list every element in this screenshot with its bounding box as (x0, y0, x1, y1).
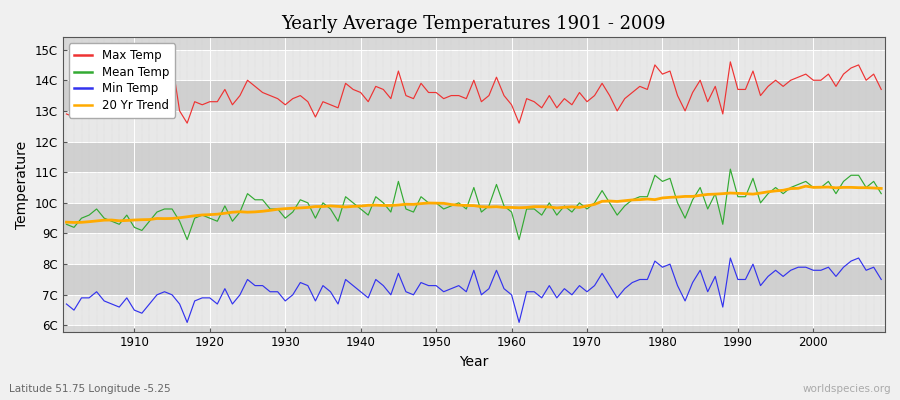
Title: Yearly Average Temperatures 1901 - 2009: Yearly Average Temperatures 1901 - 2009 (282, 15, 666, 33)
Bar (63, 203, 885, 234)
Bar (63, 295, 885, 326)
Text: worldspecies.org: worldspecies.org (803, 384, 891, 394)
Bar (63, 80, 885, 111)
Bar (63, 264, 885, 295)
Bar (63, 172, 885, 203)
Y-axis label: Temperature: Temperature (15, 140, 29, 228)
X-axis label: Year: Year (459, 355, 489, 369)
Bar (63, 142, 885, 172)
Legend: Max Temp, Mean Temp, Min Temp, 20 Yr Trend: Max Temp, Mean Temp, Min Temp, 20 Yr Tre… (68, 43, 175, 118)
Text: Latitude 51.75 Longitude -5.25: Latitude 51.75 Longitude -5.25 (9, 384, 171, 394)
Bar (63, 111, 885, 142)
Bar (63, 50, 885, 80)
Bar (63, 234, 885, 264)
